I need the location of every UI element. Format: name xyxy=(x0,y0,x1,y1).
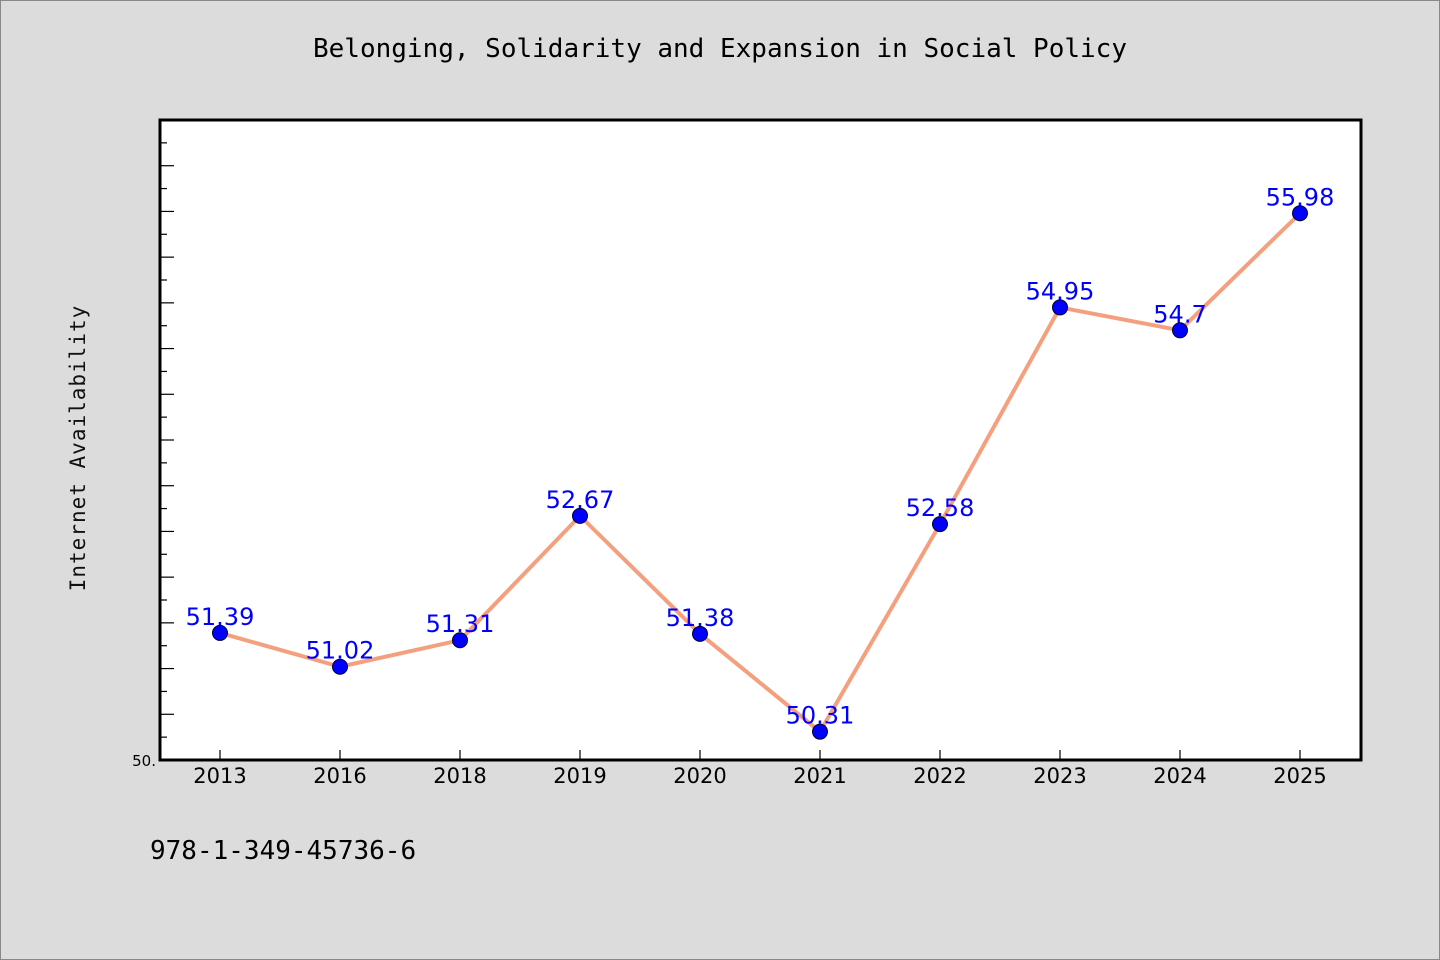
x-axis-ticks: 2013 2016 2018 2019 2020 2021 2022 2023 2024 2025 xyxy=(193,750,1327,788)
plot-area xyxy=(158,118,1363,762)
data-point xyxy=(332,658,348,675)
x-tick-label: 2021 xyxy=(793,764,846,788)
x-tick-label: 2022 xyxy=(913,764,966,788)
data-labels: 51.39 51.02 51.31 52.67 51.38 50.31 52.58 54.95… xyxy=(186,183,1335,729)
series-line xyxy=(218,211,1302,734)
x-tick-label: 2024 xyxy=(1153,764,1206,788)
data-label: 51.02 xyxy=(306,637,375,665)
data-point xyxy=(932,516,948,533)
data-label: 51.39 xyxy=(186,603,255,631)
x-tick-label: 2020 xyxy=(673,764,726,788)
chart-title: Belonging, Solidarity and Expansion in S… xyxy=(313,34,1127,64)
x-tick-label: 2016 xyxy=(313,764,366,788)
x-tick-label: 2023 xyxy=(1033,764,1086,788)
x-tick-label: 2019 xyxy=(553,764,606,788)
series-markers xyxy=(212,205,1308,740)
data-point xyxy=(572,507,588,524)
isbn-text: 978-1-349-45736-6 xyxy=(150,836,417,866)
data-point xyxy=(812,723,828,740)
data-point xyxy=(692,625,708,642)
y-axis-ticks xyxy=(160,142,174,738)
x-tick-label: 2025 xyxy=(1273,764,1326,788)
data-label: 54.95 xyxy=(1026,277,1095,305)
y-tick-label: 50. xyxy=(132,752,156,770)
data-point xyxy=(1172,322,1188,339)
data-point xyxy=(452,632,468,649)
data-label: 50.31 xyxy=(786,702,855,730)
data-point xyxy=(1052,299,1068,316)
data-label: 51.31 xyxy=(426,610,495,638)
data-label: 55.98 xyxy=(1266,183,1335,211)
x-tick-label: 2018 xyxy=(433,764,486,788)
data-point xyxy=(212,624,228,641)
x-tick-label: 2013 xyxy=(193,764,246,788)
data-label: 51.38 xyxy=(666,604,735,632)
data-label: 52.67 xyxy=(546,486,615,514)
data-point xyxy=(1292,205,1308,222)
data-label: 52.58 xyxy=(906,494,975,522)
data-label: 54.7 xyxy=(1153,300,1206,328)
